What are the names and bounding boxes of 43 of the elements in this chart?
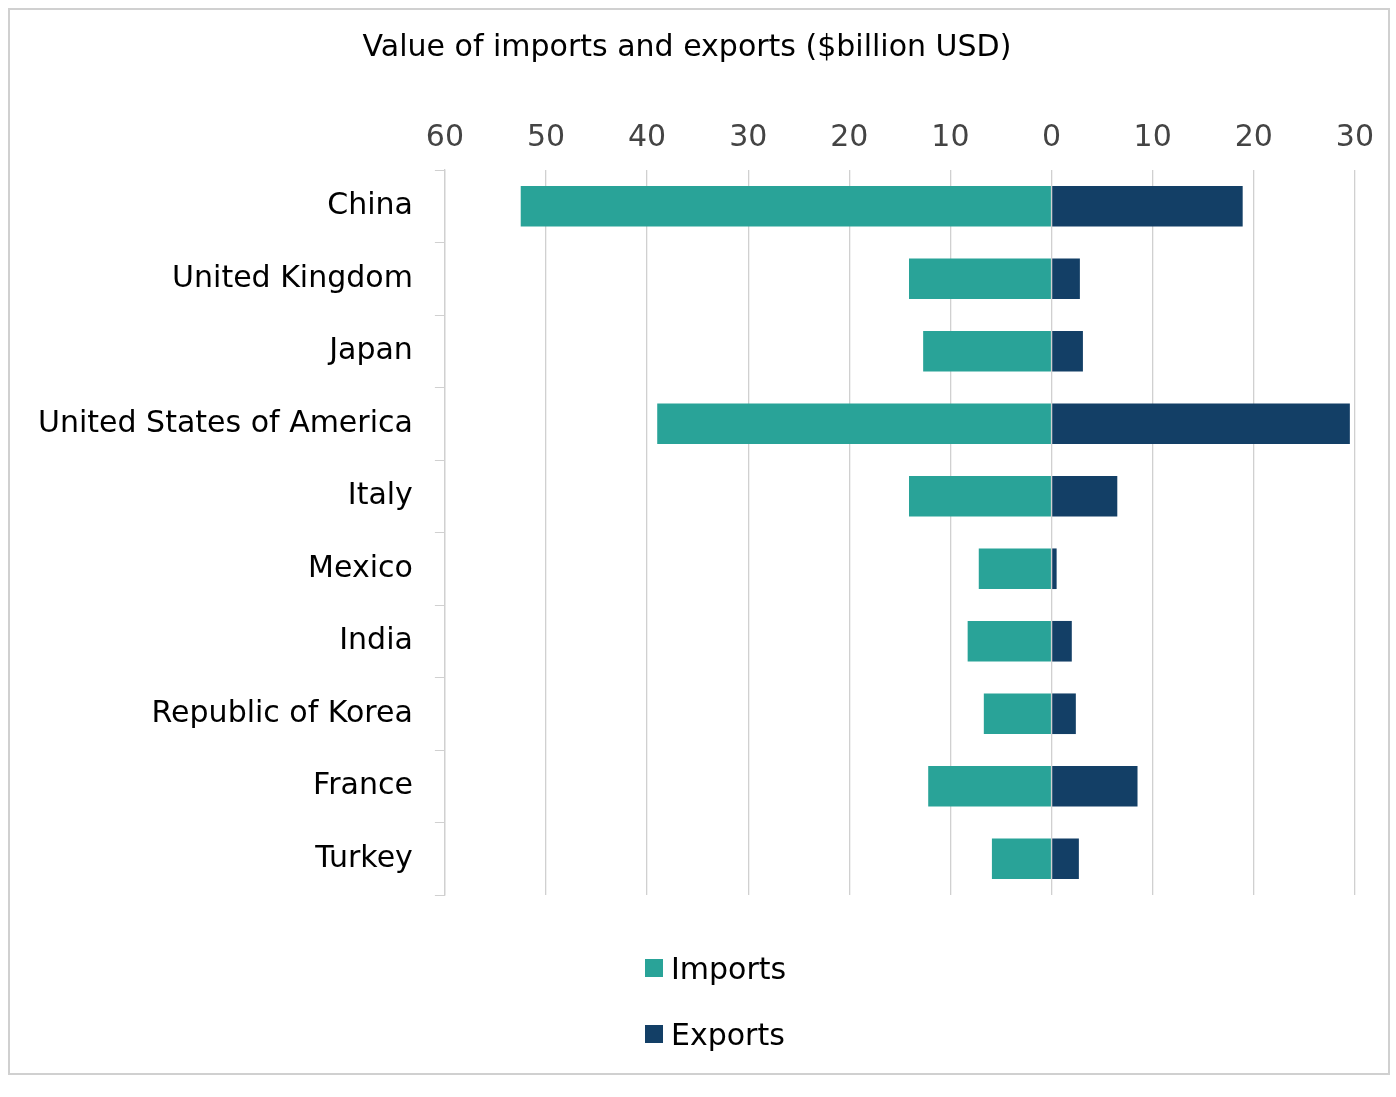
legend-label: Imports <box>671 950 787 986</box>
x-tick-label: 10 <box>931 117 970 153</box>
bar <box>1052 548 1057 590</box>
y-tick-label: Italy <box>347 476 413 512</box>
x-tick-label: 0 <box>1042 117 1062 153</box>
y-tick-label: United Kingdom <box>172 258 413 294</box>
x-tick-label: 20 <box>830 117 869 153</box>
y-tick-label: Republic of Korea <box>151 693 413 729</box>
chart-title: Value of imports and exports ($billion USD) <box>362 27 1012 63</box>
x-tick-label: 40 <box>628 117 667 153</box>
bar <box>909 475 1051 517</box>
bar <box>520 185 1051 227</box>
bar <box>1052 258 1080 300</box>
bar <box>1052 475 1118 517</box>
y-tick-label: Japan <box>327 331 413 367</box>
bar <box>1052 765 1138 807</box>
legend-label: Exports <box>671 1016 785 1052</box>
bar <box>983 693 1051 735</box>
y-tick-label: Mexico <box>308 548 413 584</box>
bar <box>978 548 1051 590</box>
x-tick-label: 10 <box>1133 117 1172 153</box>
bar <box>1052 403 1350 445</box>
bar <box>1052 185 1243 227</box>
x-tick-label: 30 <box>729 117 768 153</box>
bar <box>991 838 1051 880</box>
bar <box>928 765 1051 807</box>
bar <box>657 403 1051 445</box>
x-tick-label: 20 <box>1234 117 1273 153</box>
y-tick-label: China <box>327 186 413 222</box>
bar <box>1052 693 1076 735</box>
bar <box>1052 330 1083 372</box>
bar <box>909 258 1051 300</box>
x-tick-label: 50 <box>526 117 566 153</box>
y-tick-label: India <box>339 621 413 657</box>
x-tick-label: 60 <box>425 117 464 153</box>
bar <box>967 620 1051 662</box>
y-tick-label: Turkey <box>314 838 413 874</box>
y-tick-label: France <box>313 766 413 802</box>
x-tick-label: 30 <box>1335 117 1375 153</box>
y-tick-label: United States of America <box>37 403 413 439</box>
bar <box>923 330 1051 372</box>
bar <box>1052 620 1072 662</box>
bar <box>1052 838 1079 880</box>
